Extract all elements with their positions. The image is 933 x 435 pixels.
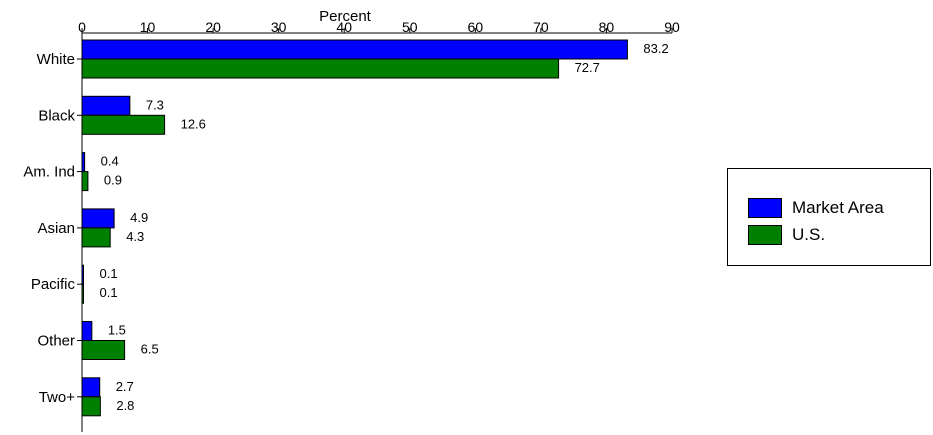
data-label: 4.3 (126, 229, 144, 244)
bar (81, 283, 84, 304)
bar (81, 58, 560, 79)
data-label: 4.9 (130, 210, 148, 225)
data-label: 2.7 (116, 379, 134, 394)
data-label: 2.8 (116, 398, 134, 413)
data-label: 6.5 (141, 342, 159, 357)
x-tick-label: 90 (664, 19, 680, 35)
legend-label-us: U.S. (792, 225, 826, 244)
bar (81, 95, 131, 116)
legend-item-market-area: Market Area (748, 196, 884, 220)
x-tick-label: 20 (205, 19, 221, 35)
data-label: 7.3 (146, 97, 164, 112)
data-label: 72.7 (575, 60, 600, 75)
data-label: 0.1 (100, 285, 118, 300)
legend-swatch-us (748, 225, 782, 245)
data-label: 1.5 (108, 323, 126, 338)
x-tick-label: 60 (468, 19, 484, 35)
legend: Market Area U.S. (727, 168, 931, 266)
bar (81, 114, 166, 135)
bar (81, 171, 89, 192)
x-axis-title: Percent (319, 8, 372, 25)
category-label: Asian (37, 220, 75, 237)
bar (81, 152, 86, 173)
bar (81, 321, 93, 341)
category-label: Other (37, 333, 75, 350)
x-tick-label: 30 (271, 19, 287, 35)
bar (81, 264, 84, 285)
bar (81, 227, 111, 248)
legend-swatch-market-area (748, 198, 782, 218)
bar (81, 208, 115, 229)
legend-label-market-area: Market Area (792, 198, 884, 217)
category-label: Pacific (31, 276, 76, 293)
x-tick-label: 80 (599, 19, 615, 35)
data-label: 83.2 (643, 41, 668, 56)
category-label: Two+ (39, 389, 76, 406)
x-tick-label: 10 (140, 19, 156, 35)
bar (81, 39, 628, 60)
bar (81, 396, 101, 417)
bar (81, 340, 126, 360)
x-tick-label: 50 (402, 19, 418, 35)
category-label: Black (38, 107, 75, 124)
bar (81, 377, 101, 398)
data-label: 0.4 (101, 154, 119, 169)
category-label: White (37, 51, 75, 68)
x-tick-label: 0 (78, 19, 86, 35)
data-label: 0.1 (100, 266, 118, 281)
x-tick-label: 70 (533, 19, 549, 35)
legend-item-us: U.S. (748, 223, 825, 247)
data-label: 12.6 (181, 116, 206, 131)
data-label: 0.9 (104, 173, 122, 188)
x-tick-label: 40 (336, 19, 352, 35)
category-label: Am. Ind (23, 164, 75, 181)
